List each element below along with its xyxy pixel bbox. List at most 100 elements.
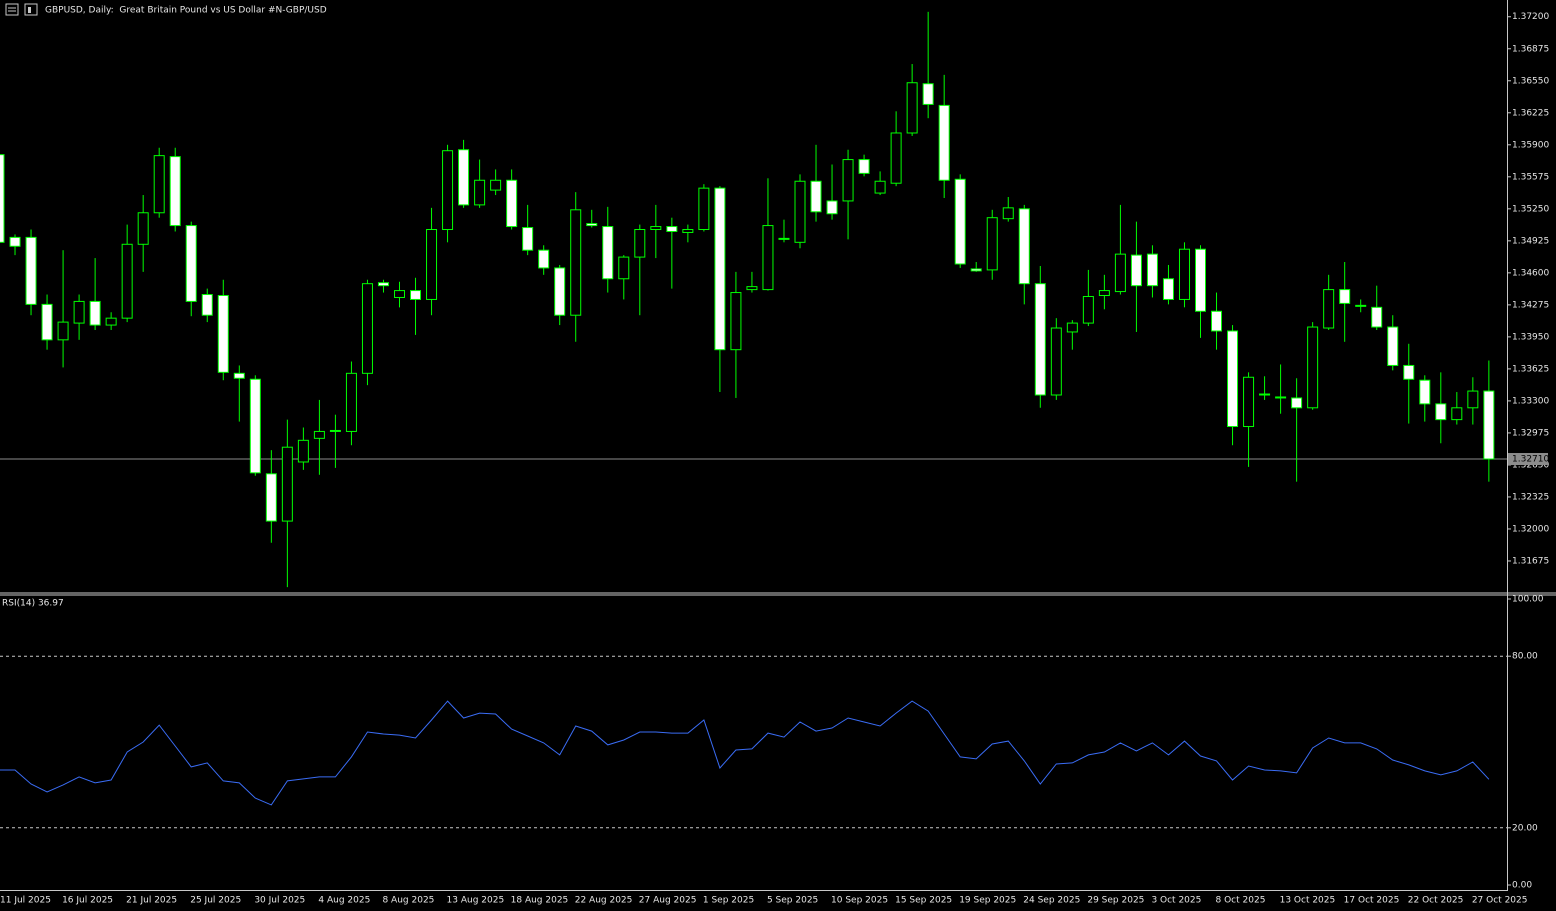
candle-body (265, 473, 277, 522)
candle-body (1435, 403, 1447, 421)
candle-body (554, 267, 566, 316)
candle-body (506, 179, 518, 228)
candle-body (442, 150, 454, 231)
x-tick-label: 3 Oct 2025 (1151, 896, 1201, 906)
x-tick-label: 15 Sep 2025 (895, 896, 952, 906)
candle-body (842, 159, 854, 202)
x-tick-label: 19 Sep 2025 (959, 896, 1016, 906)
candle-body (522, 227, 534, 251)
candle-body (217, 295, 229, 373)
candle-body (394, 290, 405, 298)
x-tick-label: 18 Aug 2025 (511, 896, 569, 906)
chart-title: GBPUSD, Daily: Great Britain Pound vs US… (45, 6, 327, 16)
candle-body (874, 180, 886, 194)
candle-body (1403, 364, 1415, 380)
x-tick-label: 10 Sep 2025 (831, 896, 888, 906)
candle-body (345, 372, 357, 432)
x-tick-label: 22 Oct 2025 (1408, 896, 1464, 906)
candle-body (1307, 326, 1319, 409)
candle-body (490, 179, 502, 191)
candle-body (1114, 253, 1126, 293)
x-tick-label: 25 Jul 2025 (190, 896, 241, 906)
candle-body (361, 283, 373, 374)
x-tick-label: 16 Jul 2025 (62, 896, 113, 906)
candle-body (1130, 254, 1142, 287)
x-tick-label: 29 Sep 2025 (1087, 896, 1144, 906)
candle-body (474, 179, 486, 206)
y-tick-label: 1.33300 (1512, 396, 1549, 406)
candle-body (458, 149, 470, 206)
x-tick-label: 17 Oct 2025 (1344, 896, 1400, 906)
candle-body (201, 294, 213, 316)
y-tick-label: 100.00 (1512, 595, 1544, 605)
candle-body (1419, 379, 1431, 405)
x-tick-label: 8 Oct 2025 (1216, 896, 1266, 906)
candle-body (1387, 326, 1399, 366)
rsi-line (0, 700, 1490, 806)
candle-body (1146, 253, 1158, 287)
candle-body (714, 187, 726, 351)
candle-body (666, 226, 678, 232)
candle-body (1323, 289, 1335, 329)
y-tick-label: 1.34275 (1512, 300, 1549, 310)
candle-body (1002, 207, 1014, 220)
candle-body (1467, 390, 1479, 409)
candle-body (794, 180, 806, 243)
y-tick-label: 1.34600 (1512, 268, 1549, 278)
candle-body (169, 156, 181, 227)
candle-body (297, 439, 309, 463)
candle-body (121, 243, 133, 319)
candle-body (1066, 322, 1078, 333)
candle-body (970, 268, 982, 272)
y-tick-label: 1.35575 (1512, 172, 1549, 182)
candle-body (410, 290, 422, 300)
x-tick-label: 11 Jul 2025 (0, 896, 51, 906)
candle-body (618, 256, 630, 280)
candle-body (746, 286, 758, 291)
candle-body (377, 282, 389, 287)
x-tick-label: 5 Sep 2025 (767, 896, 818, 906)
candle-body (1098, 290, 1110, 297)
candle-body (1082, 295, 1094, 324)
y-tick-label: 1.32650 (1512, 460, 1549, 470)
candle-body (313, 430, 325, 439)
y-tick-label: 1.31675 (1512, 556, 1549, 566)
icon (5, 3, 19, 16)
candle-body (538, 249, 550, 269)
x-tick-label: 1 Sep 2025 (703, 896, 754, 906)
candle-body (137, 212, 149, 245)
indicator-title: RSI(14) 36.97 (2, 599, 64, 609)
y-tick-label: 1.35900 (1512, 140, 1549, 150)
candle-body (858, 159, 870, 174)
candle-body (1483, 390, 1495, 460)
title-icons (5, 3, 38, 16)
x-tick-label: 27 Aug 2025 (639, 896, 697, 906)
x-tick-label: 8 Aug 2025 (382, 896, 434, 906)
candle-body (778, 237, 790, 240)
y-tick-label: 1.32325 (1512, 492, 1549, 502)
y-tick-label: 1.35250 (1512, 204, 1549, 214)
candle-body (586, 223, 598, 227)
candle-body (0, 154, 5, 243)
candle-body (9, 236, 21, 247)
y-tick-label: 0.00 (1512, 881, 1532, 891)
candle-body (105, 317, 117, 326)
candle-body (1371, 306, 1383, 328)
candle-body (426, 229, 438, 300)
candle-body (281, 446, 293, 522)
x-tick-label: 13 Aug 2025 (447, 896, 505, 906)
candle-body (329, 429, 341, 432)
candle-body (1451, 407, 1463, 421)
candle-body (922, 83, 934, 105)
candle-body (1162, 278, 1174, 300)
current-price-label: 1.32710 (1512, 455, 1549, 465)
candle-body (1339, 289, 1351, 304)
candle-body (1227, 330, 1239, 428)
y-tick-label: 1.32000 (1512, 524, 1549, 534)
candle-body (698, 187, 710, 231)
candle-body (890, 132, 902, 184)
candle-body (1291, 397, 1303, 409)
y-tick-label: 1.36875 (1512, 44, 1549, 54)
candle-body (954, 178, 966, 265)
